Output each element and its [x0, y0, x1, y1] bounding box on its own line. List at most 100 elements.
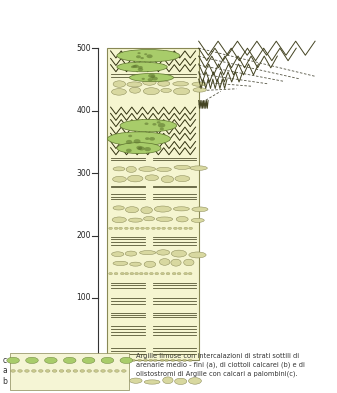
- Ellipse shape: [113, 176, 126, 182]
- Ellipse shape: [148, 78, 153, 81]
- Ellipse shape: [25, 369, 29, 372]
- Ellipse shape: [171, 259, 181, 266]
- Ellipse shape: [152, 77, 158, 81]
- Ellipse shape: [141, 207, 152, 213]
- Ellipse shape: [157, 250, 170, 255]
- Ellipse shape: [120, 357, 133, 364]
- Ellipse shape: [112, 378, 127, 384]
- Ellipse shape: [188, 378, 202, 384]
- Ellipse shape: [172, 272, 176, 275]
- Ellipse shape: [11, 369, 16, 372]
- Ellipse shape: [121, 369, 126, 372]
- Ellipse shape: [80, 369, 85, 372]
- Ellipse shape: [127, 359, 131, 362]
- Ellipse shape: [188, 359, 192, 362]
- Ellipse shape: [120, 119, 177, 132]
- Ellipse shape: [138, 359, 142, 362]
- Ellipse shape: [168, 227, 172, 230]
- Ellipse shape: [125, 272, 129, 275]
- Ellipse shape: [135, 272, 139, 275]
- Ellipse shape: [117, 50, 180, 62]
- Ellipse shape: [128, 135, 132, 137]
- Ellipse shape: [131, 359, 135, 362]
- Ellipse shape: [44, 357, 57, 364]
- Ellipse shape: [184, 259, 194, 266]
- Ellipse shape: [26, 357, 38, 364]
- Ellipse shape: [144, 359, 148, 362]
- Ellipse shape: [184, 227, 188, 230]
- Ellipse shape: [171, 250, 187, 257]
- Ellipse shape: [175, 378, 187, 384]
- Ellipse shape: [158, 81, 170, 86]
- Ellipse shape: [133, 64, 139, 68]
- Ellipse shape: [112, 252, 124, 257]
- Text: 500: 500: [76, 44, 91, 53]
- Ellipse shape: [45, 369, 50, 372]
- Ellipse shape: [174, 165, 190, 169]
- Text: m: m: [101, 370, 110, 379]
- Ellipse shape: [115, 369, 119, 372]
- Ellipse shape: [188, 272, 192, 275]
- Ellipse shape: [152, 123, 156, 126]
- Ellipse shape: [161, 272, 164, 275]
- Text: 0: 0: [86, 356, 91, 365]
- Ellipse shape: [191, 218, 204, 222]
- Ellipse shape: [113, 206, 124, 210]
- Ellipse shape: [157, 121, 160, 123]
- Ellipse shape: [109, 227, 113, 230]
- Text: Argille limose con intercalazioni di strati sottili di
arenarie medio - fini (a): Argille limose con intercalazioni di str…: [136, 353, 305, 376]
- Ellipse shape: [94, 369, 98, 372]
- Ellipse shape: [144, 272, 148, 275]
- Ellipse shape: [52, 369, 57, 372]
- Ellipse shape: [101, 357, 114, 364]
- Ellipse shape: [183, 359, 186, 362]
- Ellipse shape: [157, 227, 160, 230]
- Ellipse shape: [7, 357, 20, 364]
- Ellipse shape: [112, 89, 126, 95]
- Ellipse shape: [144, 380, 160, 384]
- Ellipse shape: [145, 123, 149, 125]
- Ellipse shape: [149, 137, 155, 141]
- Ellipse shape: [158, 123, 165, 128]
- Ellipse shape: [139, 147, 145, 151]
- Ellipse shape: [114, 272, 118, 275]
- Ellipse shape: [140, 251, 156, 255]
- Ellipse shape: [176, 217, 188, 222]
- Ellipse shape: [120, 272, 124, 275]
- Ellipse shape: [129, 73, 174, 82]
- Ellipse shape: [177, 272, 181, 275]
- Ellipse shape: [140, 57, 144, 59]
- Ellipse shape: [171, 359, 175, 362]
- Ellipse shape: [145, 175, 158, 181]
- Ellipse shape: [129, 87, 141, 93]
- Text: 400: 400: [76, 106, 91, 115]
- Ellipse shape: [146, 227, 149, 230]
- Ellipse shape: [113, 81, 126, 87]
- Ellipse shape: [117, 62, 167, 72]
- Ellipse shape: [138, 66, 143, 69]
- Ellipse shape: [112, 217, 126, 222]
- Ellipse shape: [120, 359, 124, 362]
- Ellipse shape: [108, 132, 171, 146]
- Ellipse shape: [144, 53, 147, 55]
- Ellipse shape: [125, 251, 137, 256]
- Ellipse shape: [149, 359, 153, 362]
- Ellipse shape: [160, 128, 164, 130]
- Ellipse shape: [18, 369, 22, 372]
- Text: c: c: [3, 356, 7, 365]
- Ellipse shape: [155, 272, 159, 275]
- Ellipse shape: [109, 359, 113, 362]
- Ellipse shape: [165, 359, 168, 362]
- Ellipse shape: [136, 146, 142, 149]
- Ellipse shape: [38, 369, 43, 372]
- Ellipse shape: [161, 176, 174, 183]
- Ellipse shape: [178, 227, 182, 230]
- Ellipse shape: [157, 167, 171, 171]
- Ellipse shape: [119, 227, 122, 230]
- Ellipse shape: [174, 207, 189, 211]
- Ellipse shape: [115, 359, 119, 362]
- Ellipse shape: [145, 137, 150, 140]
- Ellipse shape: [126, 167, 136, 173]
- Ellipse shape: [153, 359, 157, 362]
- Ellipse shape: [130, 272, 134, 275]
